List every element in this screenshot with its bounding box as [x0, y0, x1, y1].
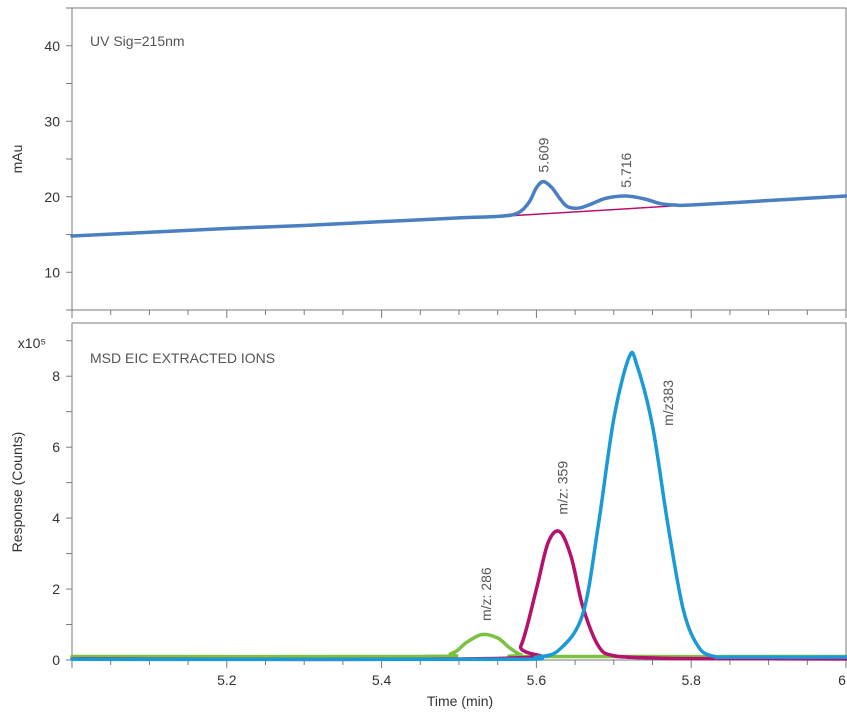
- x-axis-label: Time (min): [427, 693, 493, 709]
- uv-baseline-line: [513, 205, 676, 217]
- ms-series: [70, 350, 847, 662]
- ms-y-ticks: 0 2 4 6 8: [52, 340, 72, 668]
- ms-trace-286-line: [70, 632, 847, 659]
- x-tick-label: 5.8: [681, 672, 701, 688]
- uv-series: [70, 179, 847, 238]
- ms-trace-383-line: [70, 350, 847, 662]
- ms-peak-label: m/z: 359: [555, 461, 571, 515]
- ms-plot-frame: [71, 322, 847, 661]
- uv-annotations: 5.609 5.716: [535, 137, 634, 187]
- ms-panel: MSD EIC EXTRACTED IONS Response (Counts)…: [9, 322, 847, 709]
- uv-y-axis-label: mAu: [9, 145, 25, 174]
- ms-y-tick-label: 4: [52, 510, 60, 526]
- uv-y-ticks: 10 20 30 40: [44, 7, 72, 311]
- uv-y-tick-label: 10: [44, 264, 60, 280]
- uv-panel-title: UV Sig=215nm: [90, 33, 185, 49]
- x-tick-label: 5.2: [217, 672, 237, 688]
- x-tick-label: 6: [838, 672, 846, 688]
- x-tick-label: 5.4: [372, 672, 392, 688]
- ms-y-tick-label: 2: [52, 581, 60, 597]
- x-tick-label: 5.6: [527, 672, 547, 688]
- ms-trace-359-line: [70, 529, 847, 662]
- uv-peak-label: 5.609: [535, 137, 551, 172]
- uv-x-ticks: [71, 310, 847, 318]
- uv-signal-line: [70, 179, 847, 238]
- ms-y-axis-label: Response (Counts): [9, 432, 25, 553]
- uv-y-tick-label: 20: [44, 189, 60, 205]
- uv-peak-label: 5.716: [618, 152, 634, 187]
- ms-x-ticks: 5.2 5.4 5.6 5.8 6: [71, 660, 847, 688]
- ms-annotations: m/z: 286 m/z: 359 m/z383: [478, 380, 676, 621]
- uv-panel: UV Sig=215nm mAu 10 20 30 40 5.609 5.716: [9, 7, 847, 318]
- ms-y-unit-label: x10⁵: [18, 335, 46, 351]
- ms-y-tick-label: 8: [52, 368, 60, 384]
- ms-peak-label: m/z383: [660, 380, 676, 426]
- ms-peak-label: m/z: 286: [478, 567, 494, 621]
- uv-y-tick-label: 40: [44, 38, 60, 54]
- ms-y-tick-label: 0: [52, 652, 60, 668]
- ms-panel-title: MSD EIC EXTRACTED IONS: [90, 350, 275, 366]
- ms-y-tick-label: 6: [52, 439, 60, 455]
- uv-plot-frame: [71, 7, 847, 311]
- uv-y-tick-label: 30: [44, 113, 60, 129]
